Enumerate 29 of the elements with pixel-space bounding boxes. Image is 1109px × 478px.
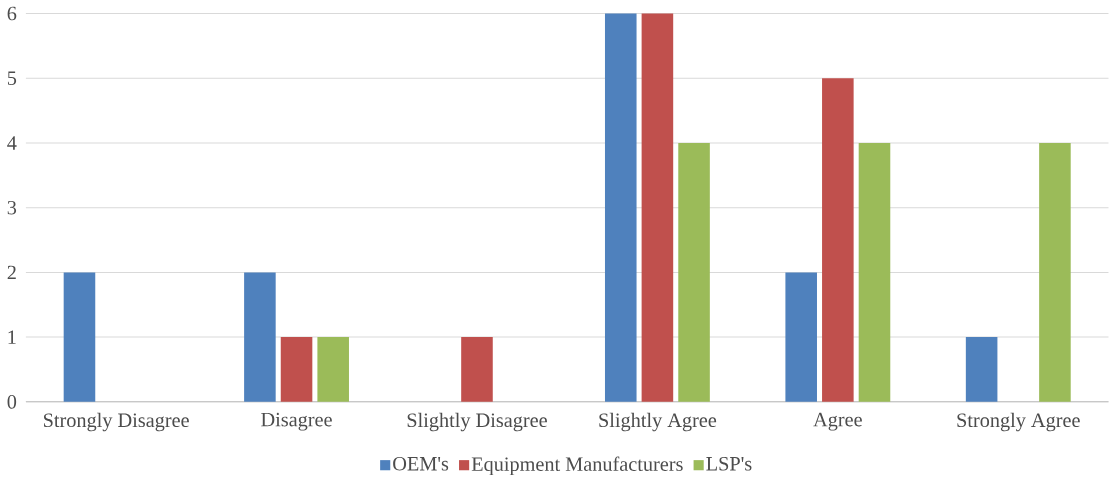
bar [965,337,998,402]
x-tick-label: Strongly Agree [957,412,1080,432]
legend-label: LSP's [706,457,752,471]
x-tick-label: Slightly Disagree [407,412,547,432]
bar [244,272,276,402]
bar [785,272,817,402]
bar [641,13,674,402]
bar [1039,143,1071,402]
y-tick-label: 0 [7,395,17,409]
bar [280,337,313,402]
bar [317,337,349,402]
x-tick-label: Disagree [261,412,332,431]
legend-label: OEM's [393,457,449,471]
bar [461,337,493,402]
bar [678,143,710,402]
x-tick-label: Agree [813,412,862,431]
x-tick-label: Slightly Agree [599,412,717,432]
y-tick-label: 6 [7,6,17,21]
x-tick-label: Strongly Disagree [43,412,189,432]
y-tick-label: 5 [7,71,17,86]
bar [822,78,854,402]
bar [63,272,96,402]
y-tick-label: 1 [8,330,16,344]
y-tick-label: 2 [7,265,16,280]
bar [858,143,891,402]
bar [604,13,637,402]
y-tick-label: 3 [7,200,17,215]
legend-label: Equipment Manufacturers [471,456,683,476]
y-tick-label: 4 [7,136,17,150]
